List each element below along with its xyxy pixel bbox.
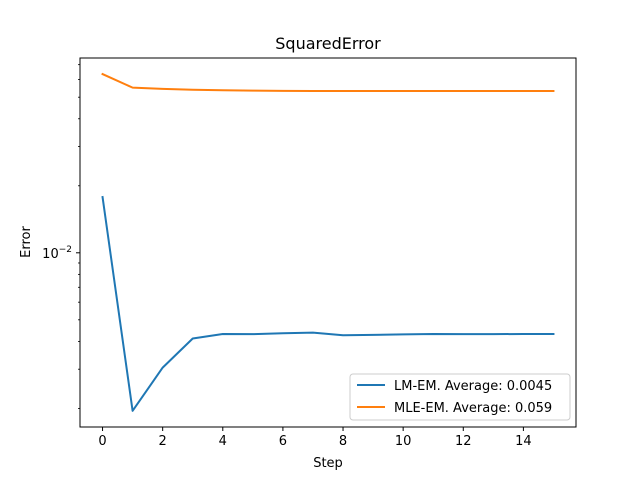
x-tick-label: 8 xyxy=(339,434,347,449)
y-axis-label: Error xyxy=(19,226,34,258)
chart-title: SquaredError xyxy=(275,34,381,53)
x-tick-label: 12 xyxy=(455,434,472,449)
x-axis-label: Step xyxy=(313,456,343,471)
legend-label-lm-em: LM-EM. Average: 0.0045 xyxy=(394,379,552,394)
x-tick-label: 10 xyxy=(395,434,412,449)
x-tick-label: 6 xyxy=(279,434,287,449)
x-tick-label: 0 xyxy=(98,434,106,449)
series-line-0 xyxy=(101,195,555,412)
y-tick-label: 10−2 xyxy=(42,245,72,262)
legend-box xyxy=(349,373,571,421)
y-axis-ticks: 10−2 xyxy=(42,64,80,409)
x-axis-ticks: 0 2 4 6 8 10 12 14 xyxy=(98,427,532,449)
series-line-1 xyxy=(101,72,555,93)
x-tick-label: 2 xyxy=(159,434,167,449)
x-tick-label: 4 xyxy=(219,434,227,449)
legend: LM-EM. Average: 0.0045 MLE-EM. Average: … xyxy=(349,373,571,421)
legend-label-mle-em: MLE-EM. Average: 0.059 xyxy=(394,401,552,416)
plot-frame xyxy=(79,57,577,428)
plot-lines xyxy=(101,72,555,412)
x-tick-label: 14 xyxy=(515,434,532,449)
